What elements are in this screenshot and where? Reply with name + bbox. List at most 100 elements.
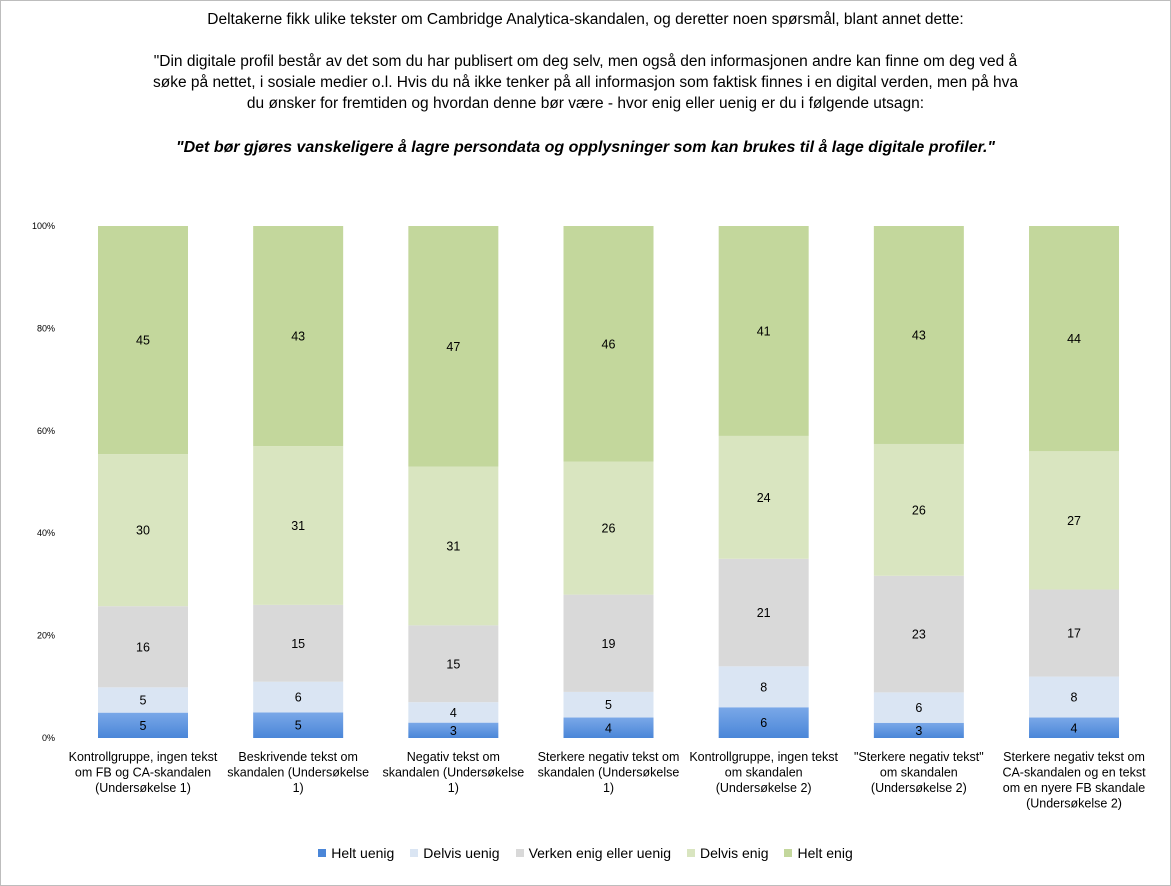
data-label: 17: [1067, 627, 1081, 641]
data-label: 21: [757, 606, 771, 620]
bar-segment: [718, 707, 809, 738]
x-category-label: om en nyere FB skandale: [1003, 781, 1145, 795]
data-label: 3: [915, 724, 922, 738]
x-category-label: (Undersøkelse 2): [871, 781, 967, 795]
bar-segment: [718, 558, 809, 667]
x-category-label: Kontrollgruppe, ingen tekst: [69, 750, 218, 764]
legend-label: Verken enig eller uenig: [528, 845, 671, 861]
statement-text: "Det bør gjøres vanskeligere å lagre per…: [176, 139, 995, 156]
y-tick-label: 20%: [37, 631, 55, 641]
question-line-2: søke på nettet, i sosiale medier o.l. Hv…: [153, 74, 1018, 91]
bar-segment: [1029, 717, 1120, 738]
data-label: 26: [912, 503, 926, 517]
question-line-1: "Din digitale profil består av det som d…: [153, 53, 1018, 70]
legend-item: Delvis enig: [687, 845, 768, 861]
bar-segment: [718, 435, 809, 559]
bar-segment: [408, 702, 499, 723]
bar-segment: [408, 722, 499, 738]
legend-swatch: [515, 849, 524, 857]
legend-label: Helt enig: [797, 845, 853, 861]
y-tick-label: 80%: [37, 323, 55, 333]
x-category-label: Kontrollgruppe, ingen tekst: [689, 750, 838, 764]
data-label: 45: [136, 334, 150, 348]
legend-label: Delvis uenig: [423, 845, 500, 861]
bar-segment: [718, 226, 809, 436]
bar-segment: [408, 625, 499, 703]
x-category-label: (Undersøkelse 1): [95, 781, 191, 795]
bar-segment: [1029, 676, 1120, 718]
bar-segment: [563, 691, 654, 718]
data-label: 16: [136, 640, 150, 654]
legend: Helt uenig Delvis uenig Verken enig eller …: [0, 845, 1171, 861]
data-label: 41: [757, 324, 771, 338]
data-label: 5: [140, 719, 147, 733]
bar-segment: [1029, 226, 1120, 452]
x-category-label: (Undersøkelse 2): [716, 781, 812, 795]
x-category-label: skandalen (Undersøkelse: [227, 766, 369, 780]
x-category-label: skandalen (Undersøkelse: [538, 766, 680, 780]
data-label: 23: [912, 628, 926, 642]
x-category-label: 1): [448, 781, 459, 795]
bar-segment: [253, 604, 344, 682]
data-label: 5: [605, 698, 612, 712]
data-label: 31: [291, 519, 305, 533]
data-label: 26: [602, 522, 616, 536]
bar-segment: [98, 454, 188, 607]
bar-segment: [563, 717, 654, 738]
data-label: 3: [450, 724, 457, 738]
x-category-label: Sterkere negativ tekst om: [538, 750, 680, 764]
bar-segment: [563, 461, 654, 595]
data-label: 15: [291, 637, 305, 651]
data-label: 6: [295, 691, 302, 705]
bar-segment: [1029, 589, 1120, 677]
legend-swatch: [687, 849, 695, 857]
data-label: 43: [291, 330, 305, 344]
legend-item: Verken enig eller uenig: [515, 845, 671, 861]
data-label: 5: [140, 693, 147, 707]
bar-segment: [873, 722, 964, 738]
bar-segment: [98, 226, 188, 455]
bar-segment: [1029, 451, 1120, 590]
bar-segment: [563, 226, 654, 462]
data-label: 15: [446, 657, 460, 671]
y-tick-label: 60%: [37, 426, 55, 436]
data-label: 4: [1071, 721, 1078, 735]
x-category-label: (Undersøkelse 2): [1026, 797, 1122, 811]
x-category-label: 1): [293, 781, 304, 795]
y-tick-label: 40%: [37, 528, 55, 538]
bar-segment: [98, 712, 188, 738]
x-category-label: 1): [603, 781, 614, 795]
bar-segment: [253, 681, 344, 713]
bar-segment: [873, 575, 964, 693]
legend-label: Helt uenig: [331, 845, 395, 861]
data-label: 27: [1067, 514, 1081, 528]
data-label: 8: [760, 680, 767, 694]
x-category-label: om FB og CA-skandalen: [75, 766, 211, 780]
bar-segment: [563, 594, 654, 692]
x-category-label: Negativ tekst om: [407, 750, 500, 764]
legend-swatch: [410, 849, 419, 857]
data-label: 31: [446, 540, 460, 554]
legend-item: Delvis uenig: [410, 845, 500, 861]
data-label: 24: [757, 491, 771, 505]
data-label: 8: [1071, 691, 1078, 705]
x-category-label: Sterkere negativ tekst om: [1003, 750, 1145, 764]
question-line-3: du ønsker for fremtiden og hvordan denne…: [246, 95, 925, 112]
data-label: 43: [912, 328, 926, 342]
x-category-label: CA-skandalen og en tekst: [1002, 766, 1146, 780]
bar-segment: [718, 666, 809, 708]
legend-item: Helt uenig: [318, 845, 394, 861]
legend-swatch: [318, 849, 327, 857]
x-category-label: skandalen (Undersøkelse: [382, 766, 524, 780]
chart-intro-text: Deltakerne fikk ulike tekster om Cambrid…: [207, 11, 964, 28]
x-category-label: om skandalen: [725, 766, 803, 780]
x-category-label: Beskrivende tekst om: [238, 750, 358, 764]
legend-item: Helt enig: [784, 845, 853, 861]
x-category-label: om skandalen: [880, 766, 958, 780]
bar-segment: [98, 687, 188, 713]
bar-segment: [408, 226, 499, 467]
bar-segment: [253, 446, 344, 605]
data-label: 5: [295, 719, 302, 733]
data-label: 44: [1067, 332, 1081, 346]
